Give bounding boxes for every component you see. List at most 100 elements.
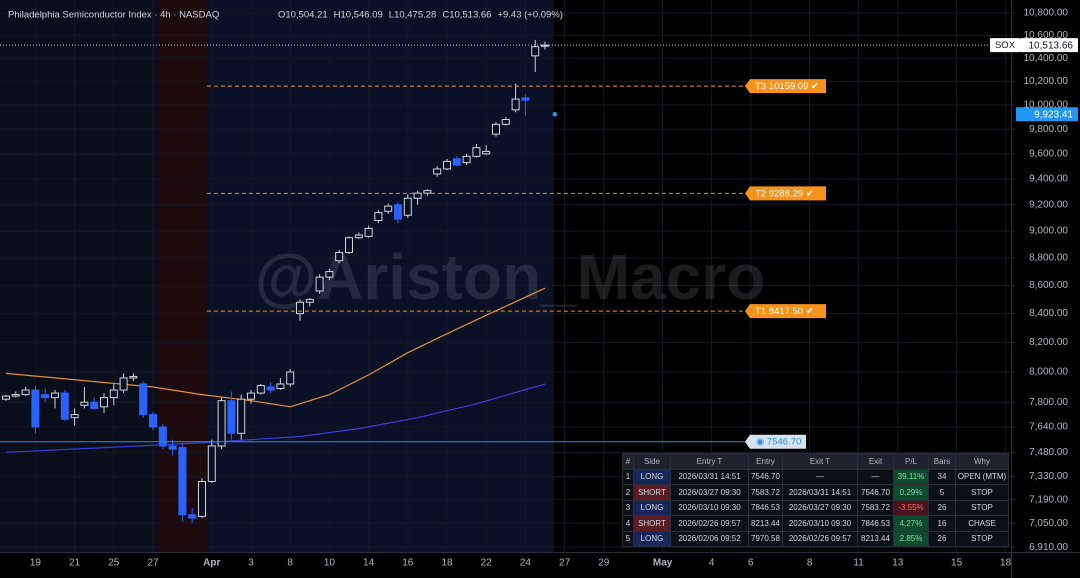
- candle-body: [51, 392, 59, 399]
- y-tick-label: 7,480.00: [1029, 447, 1068, 458]
- candle-body: [276, 383, 285, 390]
- table-cell: LONG: [633, 499, 671, 516]
- x-tick-label: 8: [287, 558, 293, 569]
- history-band: [0, 0, 158, 552]
- candle-body: [139, 383, 148, 416]
- table-cell: 7583.72: [857, 499, 894, 516]
- candle-body: [462, 155, 471, 164]
- table-cell: 2026/03/27 09:30: [670, 484, 749, 501]
- candle-body: [482, 150, 491, 155]
- candle-body: [149, 414, 157, 428]
- x-tick-label: 18: [1000, 558, 1012, 569]
- candle-body: [394, 204, 402, 220]
- table-header: Exit: [857, 453, 894, 470]
- candle-body: [158, 426, 167, 447]
- table-cell: 34: [928, 468, 956, 485]
- table-header: Why: [955, 453, 1009, 470]
- candle-body: [100, 397, 108, 408]
- y-tick-label: 7,800.00: [1029, 397, 1068, 408]
- table-cell: 4: [622, 515, 634, 532]
- table-cell: 39.11%: [893, 468, 929, 485]
- candle-body: [207, 445, 216, 482]
- table-cell: 2: [622, 484, 634, 501]
- x-tick-label: 10: [324, 558, 336, 569]
- last-price-label: 10,513.66: [1029, 40, 1074, 51]
- table-cell: 2026/02/26 09:57: [782, 530, 858, 547]
- average-line: [5, 383, 546, 453]
- y-tick-label: 8,200.00: [1029, 337, 1068, 348]
- table-cell: —: [782, 468, 858, 485]
- table-cell: 2026/03/31 14:51: [670, 468, 749, 485]
- table-cell: LONG: [633, 468, 671, 485]
- table-cell: 7846.53: [748, 499, 783, 516]
- candle-body: [11, 394, 20, 397]
- table-cell: 2026/03/10 09:30: [782, 515, 858, 532]
- candle-body: [168, 445, 177, 450]
- x-tick-label: Apr: [203, 558, 220, 569]
- symbol-label: SOX: [995, 40, 1016, 51]
- table-cell: SHORT: [633, 484, 671, 501]
- session-band-blue: [206, 0, 554, 552]
- table-row: 5 LONG 2026/02/06 09:52 7970.58 2026/02/26 0…: [622, 530, 1009, 547]
- candle-body: [325, 271, 334, 278]
- x-tick-label: 6: [748, 558, 754, 569]
- candle-body: [256, 384, 265, 394]
- table-cell: 16: [928, 515, 956, 532]
- candle-body: [60, 392, 69, 420]
- candle-body: [247, 392, 255, 400]
- x-tick-label: 29: [598, 558, 610, 569]
- x-tick-label: 25: [108, 558, 120, 569]
- candle-body: [433, 168, 442, 175]
- x-tick-label: 24: [520, 558, 532, 569]
- table-cell: 5: [622, 530, 634, 547]
- x-tick-label: 11: [853, 558, 864, 569]
- x-tick-label: 15: [951, 558, 963, 569]
- y-tick-label: 10,600.00: [1024, 30, 1069, 41]
- candle-body: [2, 395, 10, 400]
- candle-body: [521, 97, 530, 101]
- symbol-tag: [990, 38, 1020, 53]
- candle-body: [452, 158, 461, 166]
- table-cell: 26: [928, 530, 956, 547]
- table-cell: STOP: [955, 499, 1009, 516]
- table-cell: 26: [928, 499, 956, 516]
- y-tick-label: 10,000.00: [1024, 100, 1069, 111]
- candle-body: [345, 237, 353, 254]
- candle-body: [403, 197, 412, 216]
- candle-body: [492, 123, 500, 135]
- table-cell: 7970.58: [748, 530, 783, 547]
- table-cell: 1: [622, 468, 634, 485]
- y-tick-label: 7,330.00: [1029, 471, 1068, 482]
- candle-body: [315, 276, 324, 292]
- table-row: 4 SHORT 2026/02/26 09:57 8213.44 2026/03/10 …: [622, 515, 1009, 532]
- candle-body: [541, 44, 549, 47]
- last-price-tag: [1020, 38, 1078, 53]
- candle-body: [198, 480, 206, 517]
- table-cell: 5: [928, 484, 956, 501]
- x-tick-label: 8: [807, 558, 813, 569]
- x-tick-label: 27: [559, 558, 571, 569]
- table-cell: -3.55%: [893, 499, 929, 516]
- x-tick-label: 14: [363, 558, 375, 569]
- candle-body: [178, 447, 187, 516]
- target-tag: [745, 304, 826, 319]
- x-tick-label: 4: [709, 558, 715, 569]
- x-tick-label: 13: [892, 558, 904, 569]
- y-tick-label: 9,800.00: [1029, 124, 1068, 135]
- ohlc-value: O10,504.21: [278, 10, 328, 21]
- table-header: Entry T: [670, 453, 749, 470]
- candle-body: [70, 414, 79, 419]
- table-header: Bars: [928, 453, 956, 470]
- x-tick-label: May: [653, 558, 673, 569]
- candle-body: [364, 227, 373, 237]
- chart-title: Philadelphia Semiconductor Index · 4h · …: [8, 10, 219, 21]
- x-tick-label: 3: [248, 558, 254, 569]
- y-tick-label: 8,400.00: [1029, 308, 1068, 319]
- candle-body: [472, 147, 481, 157]
- marker-label: 9,923.41: [1034, 109, 1073, 120]
- y-tick-label: 9,600.00: [1029, 149, 1068, 160]
- table-cell: 7546.70: [748, 468, 783, 485]
- target-label: T1 8417.50 ✔: [755, 306, 814, 317]
